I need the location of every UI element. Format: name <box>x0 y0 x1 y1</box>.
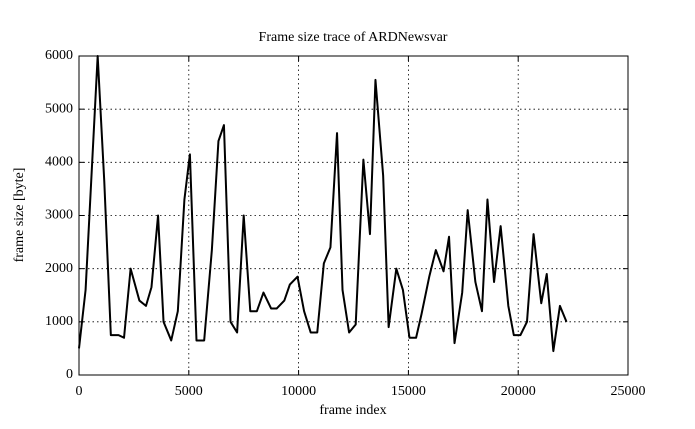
x-tick-label: 0 <box>76 384 83 399</box>
x-tick-label: 20000 <box>501 384 536 399</box>
x-tick-label: 25000 <box>611 384 646 399</box>
y-tick-label: 5000 <box>45 101 73 116</box>
y-tick-label: 1000 <box>45 314 73 329</box>
plot-frame <box>78 55 629 376</box>
x-tick-label: 5000 <box>175 384 203 399</box>
y-tick-label: 3000 <box>45 208 73 223</box>
y-tick-label: 0 <box>66 367 73 382</box>
y-tick-label: 6000 <box>45 48 73 63</box>
y-axis-label: frame size [byte] <box>12 168 27 263</box>
x-axis-label: frame index <box>319 403 386 418</box>
y-tick-label: 4000 <box>45 155 73 170</box>
chart-title: Frame size trace of ARDNewsvar <box>259 30 448 45</box>
x-tick-label: 10000 <box>281 384 316 399</box>
data-line <box>78 55 568 353</box>
y-tick-label: 2000 <box>45 261 73 276</box>
x-tick-label: 15000 <box>391 384 426 399</box>
